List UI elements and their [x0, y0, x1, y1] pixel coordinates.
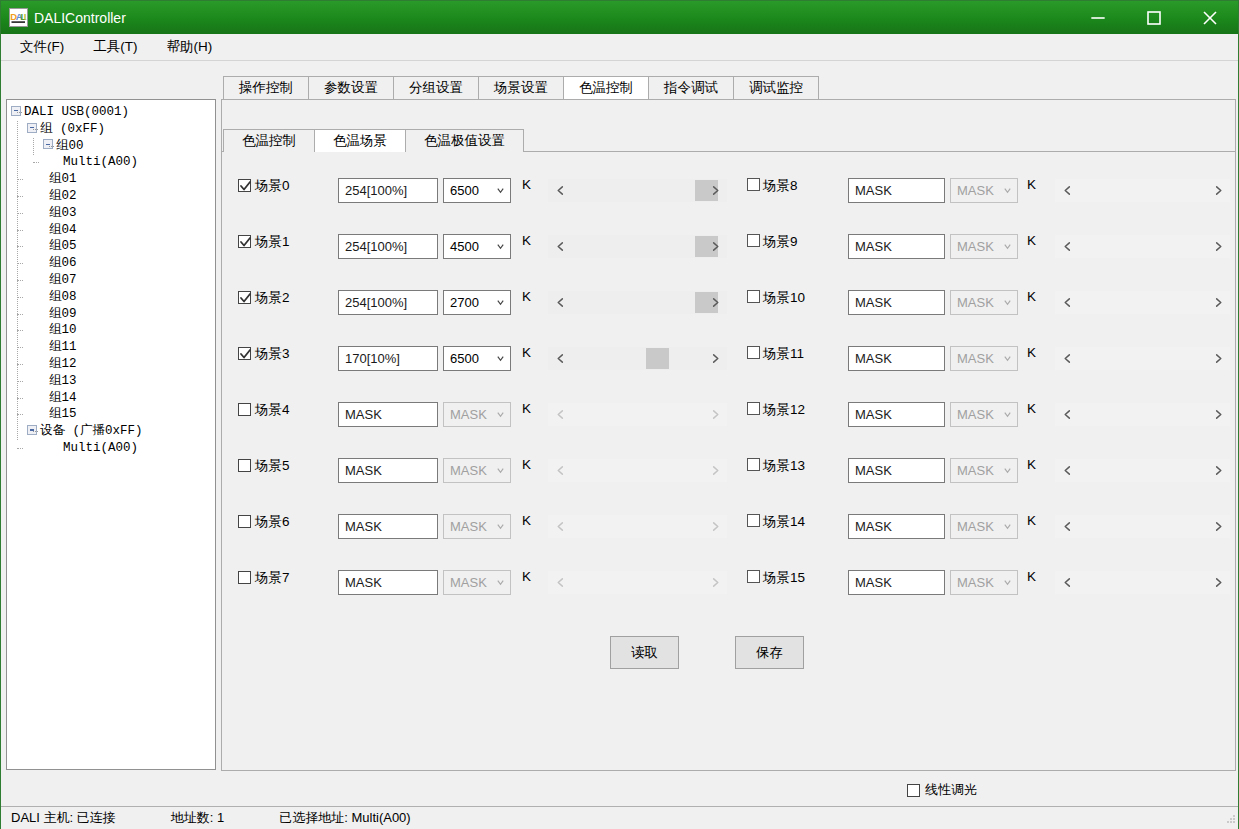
svg-text:I: I [24, 11, 27, 22]
